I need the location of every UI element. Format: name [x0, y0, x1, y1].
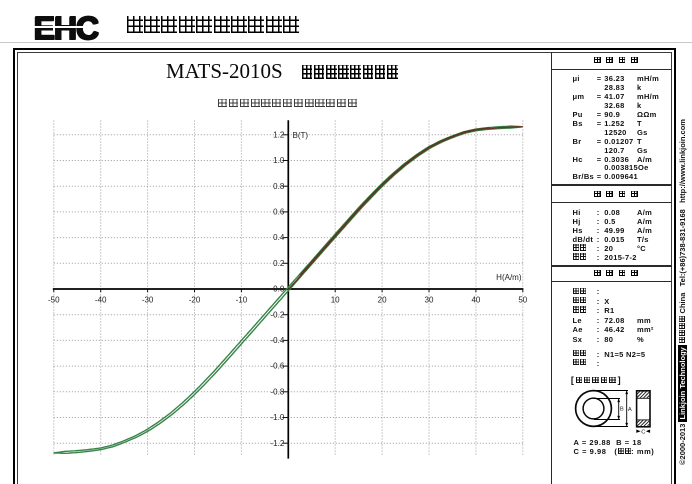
svg-text:-10: -10 — [236, 296, 248, 305]
svg-text:-1.0: -1.0 — [271, 413, 285, 422]
svg-text:-50: -50 — [48, 296, 60, 305]
svg-text:-0.2: -0.2 — [271, 310, 285, 319]
svg-text:1.0: 1.0 — [273, 156, 285, 165]
svg-text:20: 20 — [378, 296, 387, 305]
svg-text:-40: -40 — [95, 296, 107, 305]
svg-text:-30: -30 — [142, 296, 154, 305]
svg-text:-20: -20 — [189, 296, 201, 305]
svg-text:C: C — [641, 430, 645, 436]
svg-text:1.2: 1.2 — [273, 130, 285, 139]
svg-text:A: A — [628, 407, 632, 413]
svg-text:0.6: 0.6 — [273, 208, 285, 217]
svg-text:30: 30 — [425, 296, 434, 305]
svg-text:-0.6: -0.6 — [271, 362, 285, 371]
svg-text:0.2: 0.2 — [273, 259, 285, 268]
svg-text:0.4: 0.4 — [273, 233, 285, 242]
svg-text:-0.8: -0.8 — [271, 387, 285, 396]
svg-text:-0.4: -0.4 — [271, 336, 285, 345]
svg-text:-0.0: -0.0 — [271, 285, 285, 294]
svg-text:50: 50 — [518, 296, 527, 305]
svg-text:-1.2: -1.2 — [271, 439, 285, 448]
svg-text:10: 10 — [331, 296, 340, 305]
svg-text:H(A/m): H(A/m) — [496, 273, 522, 282]
svg-text:B(T): B(T) — [293, 131, 309, 140]
svg-text:40: 40 — [471, 296, 480, 305]
svg-text:0.8: 0.8 — [273, 182, 285, 191]
svg-text:B: B — [620, 407, 624, 413]
